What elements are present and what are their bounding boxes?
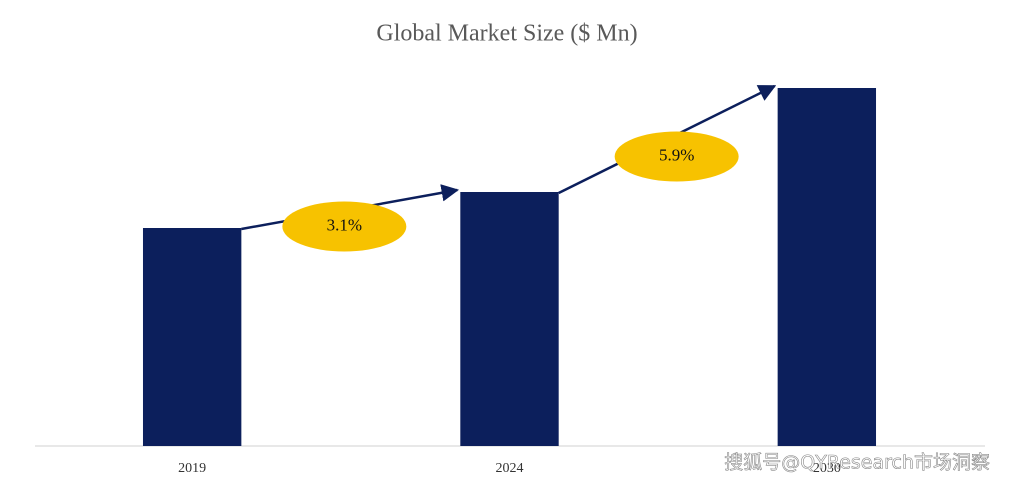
- x-tick-label: 2019: [178, 461, 206, 476]
- chart-title: Global Market Size ($ Mn): [376, 21, 637, 47]
- x-tick-label: 2024: [496, 461, 524, 476]
- growth-label: 5.9%: [659, 145, 694, 164]
- growth-badge: [282, 201, 407, 252]
- watermark: 搜狐号@QYResearch市场洞察: [724, 452, 990, 474]
- growth-label: 3.1%: [327, 215, 362, 234]
- bar: [460, 192, 559, 446]
- x-tick-label: 2030: [813, 461, 841, 476]
- bar: [142, 228, 242, 446]
- bar: [777, 88, 877, 446]
- growth-badge: [614, 131, 739, 182]
